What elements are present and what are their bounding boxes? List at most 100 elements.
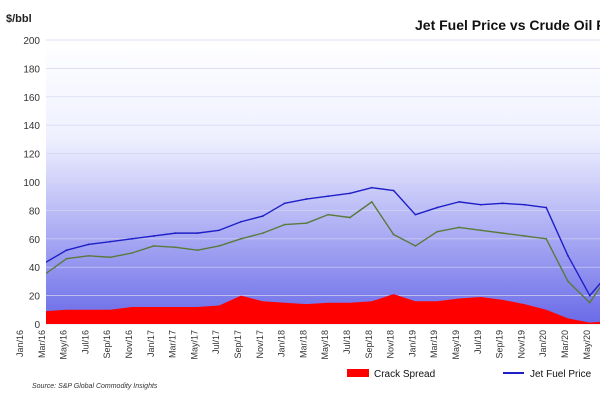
crude-oil-point-22 [501, 232, 504, 235]
crack-spread-point-5 [121, 307, 143, 324]
jet-fuel-point-25 [567, 254, 569, 257]
crack-spread-point-6 [143, 307, 165, 324]
x-tick-label-15: Jul/18 [342, 330, 352, 354]
crude-oil-point-4 [109, 256, 112, 259]
crack-spread-point-11 [252, 301, 274, 324]
crude-oil-point-8 [196, 249, 199, 252]
crack-spread-point-20 [448, 298, 470, 324]
crack-spread-point-18 [405, 301, 427, 324]
crude-oil-point-2 [65, 257, 68, 260]
series-crude-oil-line [46, 201, 600, 304]
jet-fuel-point-4 [109, 240, 112, 243]
x-tick-label-22: Sep/19 [495, 330, 505, 359]
crude-oil-point-16 [370, 200, 373, 203]
gridlines [46, 39, 600, 325]
x-tick-label-23: Nov/19 [516, 330, 526, 359]
crude-oil-point-10 [240, 237, 242, 240]
crude-oil-point-12 [283, 223, 286, 226]
jet-fuel-point-3 [87, 243, 90, 246]
crack-spread-point-24 [535, 310, 557, 324]
x-tick-label-10: Sep/17 [233, 330, 243, 359]
crude-oil-point-1 [44, 273, 46, 275]
jet-fuel-point-8 [196, 232, 199, 235]
series-crack-spread-area [46, 294, 600, 324]
jet-fuel-point-17 [392, 189, 395, 192]
x-tick-label-16: Sep/18 [364, 330, 374, 359]
legend-label-jet-fuel: Jet Fuel Price [530, 369, 592, 380]
crude-oil-point-9 [218, 245, 221, 247]
crude-oil-point-23 [523, 235, 526, 237]
legend-label-crack-spread: Crack Spread [374, 369, 435, 380]
crude-oil-point-6 [152, 245, 155, 247]
y-tick-label-100: 100 [23, 178, 40, 189]
x-tick-label-13: Mar/18 [298, 330, 308, 358]
x-tick-label-0: Jan/16 [15, 330, 25, 357]
crack-spread-point-25 [557, 318, 579, 324]
x-tick-label-19: Mar/19 [429, 330, 439, 358]
source-note: Source: S&P Global Commodity Insights [32, 383, 158, 390]
crack-spread-point-26 [579, 323, 600, 324]
x-tick-label-11: Nov/17 [255, 330, 265, 359]
y-tick-label-120: 120 [23, 150, 40, 161]
crude-oil-point-5 [131, 252, 133, 254]
crack-spread-point-14 [317, 303, 339, 324]
crude-oil-point-19 [436, 230, 439, 233]
crude-oil-point-26 [588, 301, 591, 304]
jet-fuel-point-21 [479, 203, 482, 206]
jet-fuel-point-24 [545, 206, 548, 209]
crack-spread-point-16 [361, 301, 383, 324]
jet-fuel-point-10 [240, 220, 242, 223]
x-tick-label-1: Mar/16 [37, 330, 47, 358]
crude-oil-point-24 [545, 237, 548, 240]
x-tick-label-7: Mar/17 [168, 330, 178, 358]
crack-spread-point-21 [470, 297, 492, 324]
chart-title: Jet Fuel Price vs Crude Oil Pr [415, 17, 600, 33]
crack-spread-point-0 [12, 311, 34, 324]
x-tick-label-4: Sep/16 [102, 330, 112, 359]
x-tick-label-2: May/16 [59, 330, 69, 360]
jet-fuel-point-19 [436, 206, 439, 209]
crude-oil-point-0 [22, 281, 24, 283]
crack-spread-point-23 [514, 304, 536, 324]
x-tick-label-12: Jan/18 [277, 330, 287, 357]
crack-spread-point-7 [165, 307, 187, 324]
x-tick-label-25: Mar/20 [560, 330, 570, 358]
x-tick-label-14: May/18 [320, 330, 330, 360]
jet-fuel-point-18 [414, 213, 417, 216]
y-tick-label-80: 80 [29, 206, 41, 217]
crude-oil-point-21 [479, 229, 482, 232]
jet-fuel-point-9 [218, 229, 221, 232]
crack-spread-point-10 [230, 296, 252, 324]
crude-oil-point-7 [174, 246, 177, 249]
crude-oil-point-14 [327, 213, 330, 216]
y-tick-label-60: 60 [29, 235, 41, 246]
y-tick-label-200: 200 [23, 36, 40, 47]
jet-fuel-point-23 [523, 203, 526, 206]
series-layer [12, 186, 600, 324]
x-tick-label-24: Jan/20 [538, 330, 548, 357]
crack-spread-point-15 [339, 303, 361, 324]
crude-oil-point-18 [414, 245, 417, 247]
jet-fuel-point-0 [22, 259, 24, 261]
jet-fuel-point-1 [44, 262, 46, 264]
crude-oil-point-3 [87, 254, 90, 257]
x-tick-label-17: Nov/18 [386, 330, 396, 359]
x-axis-ticks: Jan/16 Mar/16 May/16 Jul/16 Sep/16 Nov/16 Jan/… [15, 330, 592, 360]
jet-fuel-point-14 [327, 195, 330, 198]
jet-fuel-point-22 [501, 202, 504, 205]
jet-fuel-point-15 [349, 192, 351, 195]
x-tick-label-9: Jul/17 [211, 330, 221, 354]
x-tick-label-5: Nov/16 [124, 330, 134, 359]
jet-fuel-point-26 [588, 294, 591, 297]
x-tick-label-6: Jan/17 [146, 330, 156, 357]
jet-fuel-point-5 [131, 237, 133, 240]
y-tick-label-160: 160 [23, 93, 40, 104]
series-jet-fuel-line [46, 186, 600, 297]
y-axis-ticks: 0 20 40 60 80 100 120 140 160 180 200 [23, 36, 40, 331]
x-tick-label-18: Jan/19 [407, 330, 417, 357]
crack-spread-point-19 [426, 301, 448, 324]
crack-spread-point-2 [56, 310, 78, 324]
y-tick-label-0: 0 [34, 320, 40, 331]
y-tick-label-40: 40 [29, 263, 41, 274]
